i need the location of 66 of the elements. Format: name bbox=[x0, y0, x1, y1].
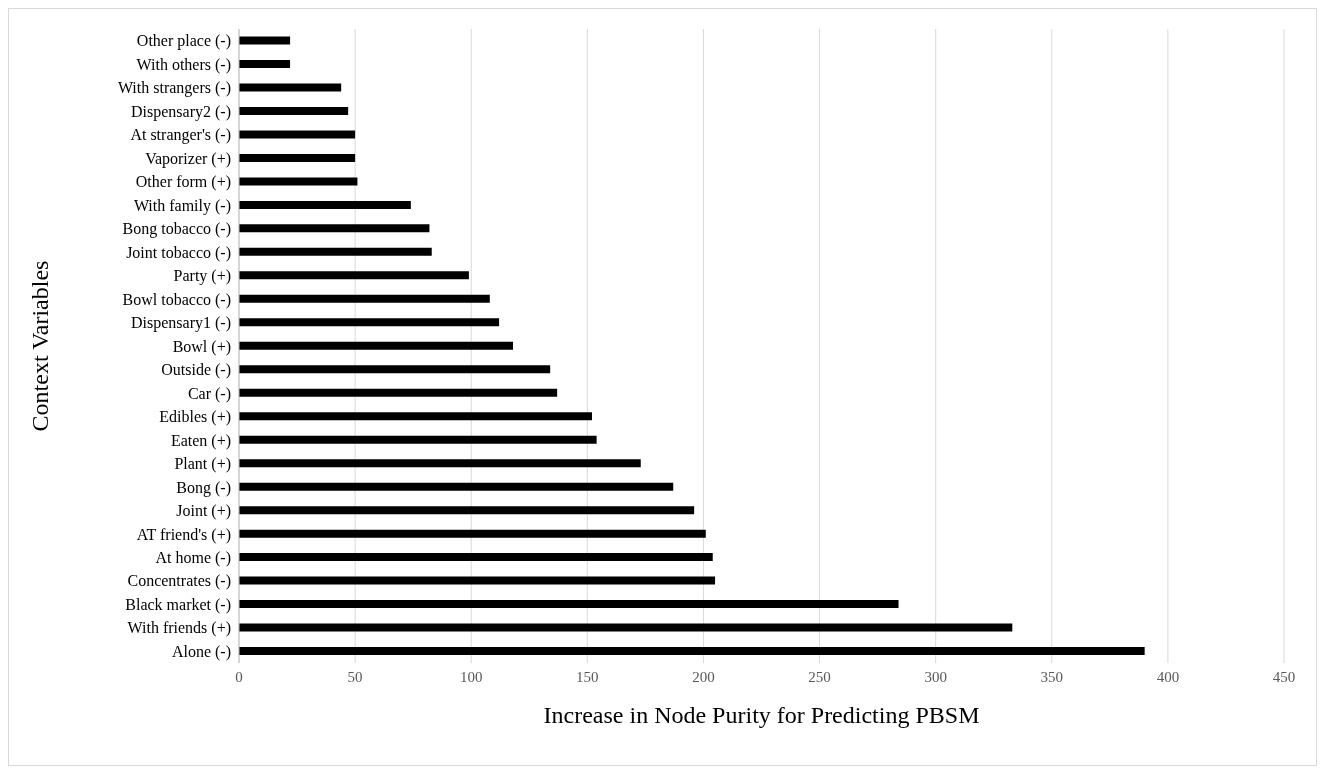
y-tick-label: Eaten (+) bbox=[170, 431, 231, 450]
x-tick-label: 150 bbox=[576, 668, 599, 685]
y-tick-label: At home (-) bbox=[155, 549, 231, 568]
bar bbox=[239, 553, 713, 562]
y-tick-label: Dispensary2 (-) bbox=[131, 102, 231, 121]
y-tick-label: AT friend's (+) bbox=[136, 525, 231, 544]
y-tick-label: Party (+) bbox=[173, 267, 231, 286]
y-tick-label: Alone (-) bbox=[171, 642, 231, 661]
bar bbox=[239, 36, 291, 45]
bar bbox=[239, 247, 432, 256]
x-tick-label: 450 bbox=[1272, 668, 1296, 685]
y-tick-label: Bowl tobacco (-) bbox=[122, 290, 231, 309]
bar bbox=[239, 623, 1013, 632]
bar bbox=[239, 529, 706, 538]
x-tick-label: 200 bbox=[692, 668, 715, 685]
y-tick-label: With friends (+) bbox=[127, 619, 231, 638]
bar bbox=[239, 412, 592, 421]
y-tick-label: At stranger's (-) bbox=[130, 126, 231, 145]
y-tick-label: Black market (-) bbox=[125, 595, 231, 614]
x-tick-label: 100 bbox=[459, 668, 483, 685]
x-tick-label: 0 bbox=[235, 668, 243, 685]
bar bbox=[239, 318, 500, 327]
bar bbox=[239, 130, 356, 139]
bar bbox=[239, 647, 1145, 656]
y-tick-label: Outside (-) bbox=[161, 361, 231, 380]
bar bbox=[239, 83, 342, 92]
y-tick-label: With family (-) bbox=[133, 196, 231, 215]
y-tick-label: Plant (+) bbox=[174, 455, 231, 474]
y-tick-label: Other form (+) bbox=[135, 173, 231, 192]
bar bbox=[239, 294, 490, 303]
y-tick-label: Edibles (+) bbox=[159, 408, 231, 427]
y-tick-label: Joint (+) bbox=[176, 502, 231, 521]
x-tick-label: 400 bbox=[1156, 668, 1180, 685]
bar bbox=[239, 600, 899, 609]
y-tick-label: Concentrates (-) bbox=[127, 572, 231, 591]
bar bbox=[239, 365, 551, 374]
y-tick-label: Bowl (+) bbox=[172, 337, 231, 356]
bar bbox=[239, 224, 430, 233]
x-tick-label: 350 bbox=[1040, 668, 1064, 685]
y-tick-label: Bong tobacco (-) bbox=[122, 220, 231, 239]
y-tick-label: With strangers (-) bbox=[117, 79, 231, 98]
bar bbox=[239, 341, 514, 350]
x-tick-label: 250 bbox=[808, 668, 831, 685]
bar bbox=[239, 200, 411, 209]
bar bbox=[239, 177, 358, 186]
x-tick-label: 300 bbox=[924, 668, 947, 685]
bar bbox=[239, 576, 716, 585]
bar bbox=[239, 435, 597, 444]
bar bbox=[239, 60, 291, 68]
bar bbox=[239, 482, 674, 491]
y-tick-label: Vaporizer (+) bbox=[145, 149, 231, 168]
bar bbox=[239, 459, 641, 468]
y-tick-label: Bong (-) bbox=[176, 478, 231, 497]
bar bbox=[239, 506, 695, 515]
bar bbox=[239, 153, 356, 162]
y-tick-label: Joint tobacco (-) bbox=[126, 243, 231, 262]
y-axis-title: Context Variables bbox=[26, 260, 53, 432]
bar bbox=[239, 106, 349, 115]
bar bbox=[239, 271, 469, 280]
bar bbox=[239, 388, 558, 397]
y-tick-label: With others (-) bbox=[136, 55, 231, 74]
x-axis-title: Increase in Node Purity for Predicting PBSM bbox=[543, 702, 980, 728]
y-tick-label: Other place (-) bbox=[136, 32, 231, 51]
y-tick-label: Car (-) bbox=[187, 384, 231, 403]
x-tick-label: 50 bbox=[347, 668, 363, 685]
y-tick-label: Dispensary1 (-) bbox=[131, 314, 231, 333]
